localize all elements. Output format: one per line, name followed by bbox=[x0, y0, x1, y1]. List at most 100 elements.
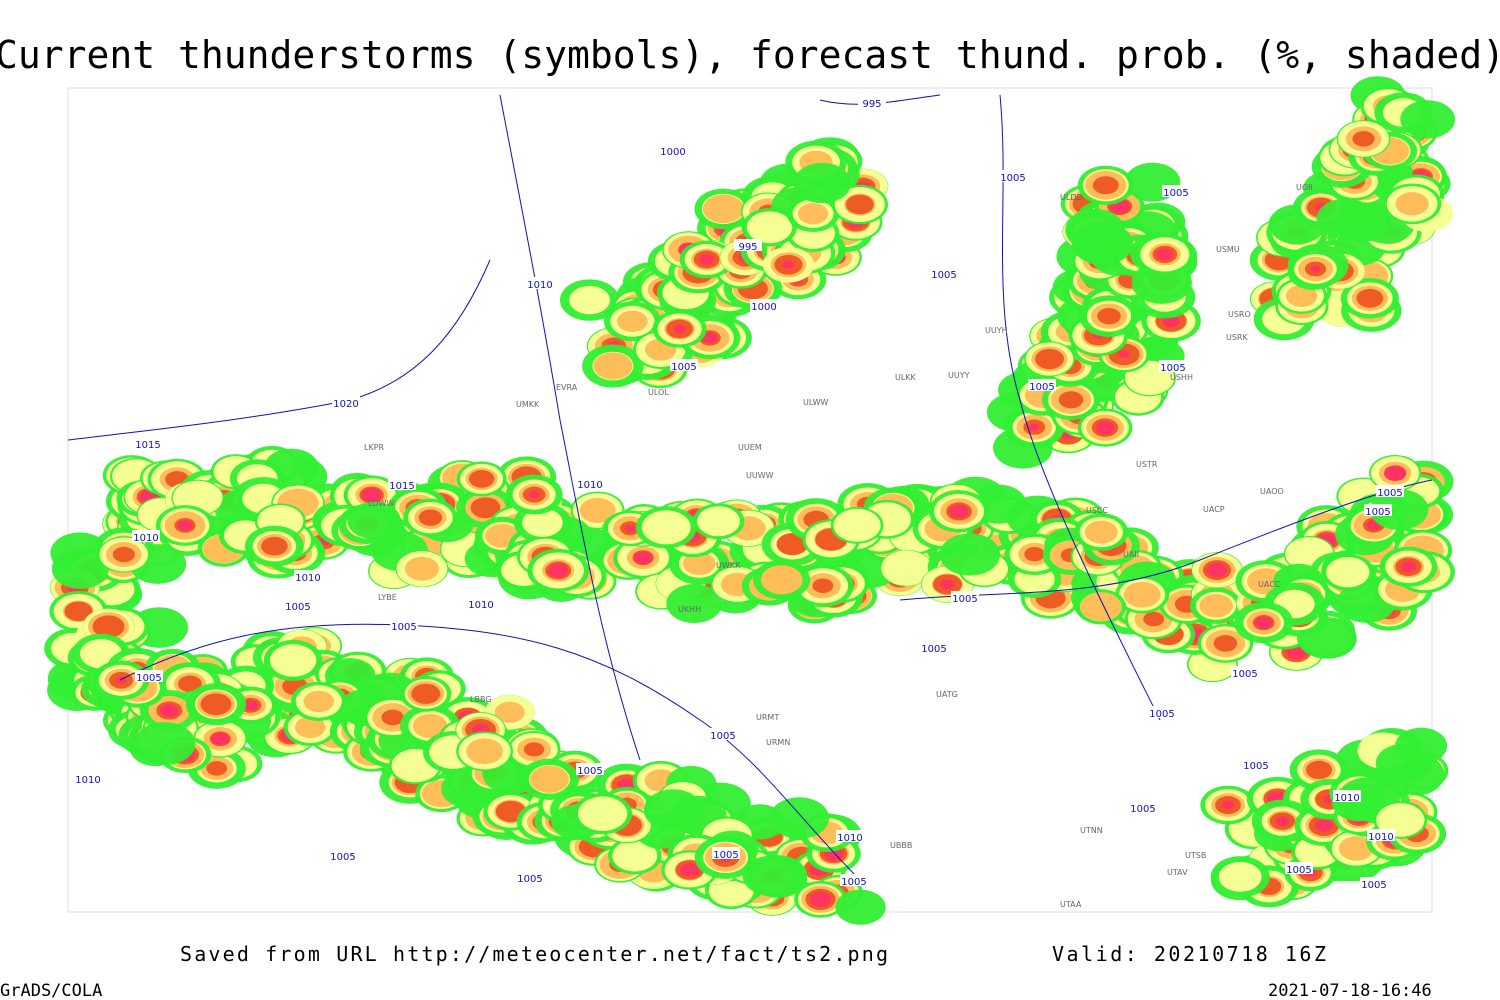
station-code: UACP bbox=[1203, 505, 1225, 514]
isobar-label-bg bbox=[332, 396, 360, 408]
shade-cell bbox=[92, 615, 125, 638]
isobar-label-bg bbox=[1231, 666, 1259, 678]
station-code: ULOL bbox=[648, 388, 669, 397]
station-code: UTNN bbox=[1080, 826, 1103, 835]
station-code: USMU bbox=[1216, 245, 1240, 254]
source-url: Saved from URL http://meteocenter.net/fa… bbox=[180, 942, 888, 966]
shade-cell bbox=[1305, 760, 1333, 780]
station-code: UTAV bbox=[1167, 868, 1188, 877]
shade-cell bbox=[1097, 307, 1121, 325]
isobar-label: 1005 bbox=[952, 594, 977, 605]
station-code: UUWW bbox=[746, 471, 774, 480]
shade-cell bbox=[782, 260, 795, 269]
isobar-label: 1005 bbox=[136, 673, 161, 684]
shade-cell bbox=[1275, 816, 1290, 827]
isobar-label: 1005 bbox=[1149, 709, 1174, 720]
isobar-label: 1005 bbox=[841, 877, 866, 888]
isobar bbox=[999, 94, 1161, 721]
isobar-label-bg bbox=[1367, 829, 1395, 841]
isobar-label-bg bbox=[576, 477, 604, 489]
isobar-label: 1015 bbox=[389, 481, 414, 492]
shade-cell bbox=[133, 722, 196, 766]
isobar-label: 1005 bbox=[1232, 669, 1257, 680]
shade-cell bbox=[1218, 861, 1262, 892]
isobar-label: 1005 bbox=[285, 602, 310, 613]
shade-cell bbox=[1326, 557, 1370, 588]
isobar-label: 1000 bbox=[751, 302, 776, 313]
shade-cell bbox=[697, 506, 741, 537]
shade-cell bbox=[51, 548, 110, 589]
shade-cell bbox=[949, 504, 969, 519]
shade-cell bbox=[845, 194, 874, 215]
shade-cell bbox=[1084, 520, 1118, 544]
isobar-label: 1005 bbox=[391, 622, 416, 633]
isobar-label: 1005 bbox=[671, 362, 696, 373]
station-code: LKPR bbox=[364, 443, 385, 452]
shade-cell bbox=[177, 520, 193, 531]
isobar-label: 1010 bbox=[1368, 832, 1393, 843]
timestamp: 2021-07-18-16:46 bbox=[1268, 981, 1432, 1000]
isobar-label: 1005 bbox=[1361, 880, 1386, 891]
isobar-label-bg bbox=[576, 763, 604, 775]
station-code: USRK bbox=[1226, 333, 1248, 342]
shade-cell bbox=[682, 552, 716, 576]
station-code: UBBB bbox=[890, 841, 912, 850]
station-code: USCC bbox=[1086, 506, 1109, 515]
shade-cell bbox=[294, 716, 326, 738]
isobar-label-bg bbox=[526, 277, 554, 289]
station-code: UTAA bbox=[1060, 900, 1082, 909]
isobar-label-bg bbox=[74, 772, 102, 784]
shade-cell bbox=[522, 508, 563, 537]
shade-cell bbox=[1314, 819, 1334, 832]
isobar-label-bg bbox=[1333, 790, 1361, 802]
map: 995 1000 1005 1005 995 1005 1010 1000 1005 1005 10… bbox=[44, 76, 1456, 925]
shade-cell bbox=[1375, 743, 1432, 783]
credit: GrADS/COLA bbox=[0, 981, 102, 1000]
shade-cell bbox=[1206, 562, 1228, 578]
shade-cell bbox=[1285, 284, 1318, 307]
isobar-label: 1005 bbox=[1130, 804, 1155, 815]
shade-cell bbox=[1058, 391, 1084, 409]
shade-cell bbox=[529, 765, 569, 793]
shade-cell bbox=[742, 855, 800, 896]
station-code: URMT bbox=[756, 713, 779, 722]
shade-cell bbox=[641, 510, 691, 545]
isobar-label-bg bbox=[920, 641, 948, 653]
shade-cell bbox=[303, 690, 335, 713]
isobar-label-bg bbox=[951, 591, 979, 603]
station-code: USRO bbox=[1228, 310, 1251, 319]
shade-cell bbox=[1156, 248, 1174, 261]
isobar-label-bg bbox=[709, 728, 737, 740]
station-code: UTSB bbox=[1185, 851, 1206, 860]
shade-cell bbox=[617, 310, 648, 332]
isobar-label: 1005 bbox=[1377, 488, 1402, 499]
isobar-label-bg bbox=[1364, 504, 1392, 516]
shade-cell bbox=[269, 644, 317, 677]
shade-cell bbox=[468, 469, 495, 488]
shade-cell bbox=[699, 254, 715, 265]
isobar-label-bg bbox=[1376, 485, 1404, 497]
isobar-label: 1020 bbox=[333, 399, 358, 410]
shade-cell bbox=[404, 556, 440, 581]
isobar-label-bg bbox=[1162, 185, 1190, 197]
isobar-label: 1005 bbox=[710, 731, 735, 742]
isobar-label-bg bbox=[135, 670, 163, 682]
isobar-label-bg bbox=[712, 847, 740, 859]
isobar-label: 1000 bbox=[660, 147, 685, 158]
shade-cell bbox=[1123, 581, 1161, 608]
isobar-label-bg bbox=[659, 144, 687, 156]
isobar-label-bg bbox=[670, 359, 698, 371]
isobar bbox=[119, 623, 861, 881]
station-code: LYBE bbox=[378, 593, 397, 602]
station-code: UMKK bbox=[516, 400, 540, 409]
shade-cell bbox=[200, 693, 232, 716]
shade-cell bbox=[523, 742, 545, 757]
isobar-label-bg bbox=[1129, 801, 1157, 813]
isobar-label-bg bbox=[516, 871, 544, 883]
station-code: UUYY bbox=[948, 371, 970, 380]
shade-cell bbox=[178, 675, 202, 693]
station-code: UOII bbox=[1296, 183, 1313, 192]
shade-cell bbox=[612, 839, 658, 872]
title: Current thunderstorms (symbols), forecas… bbox=[0, 33, 1500, 77]
isobar-label-bg bbox=[1242, 758, 1270, 770]
